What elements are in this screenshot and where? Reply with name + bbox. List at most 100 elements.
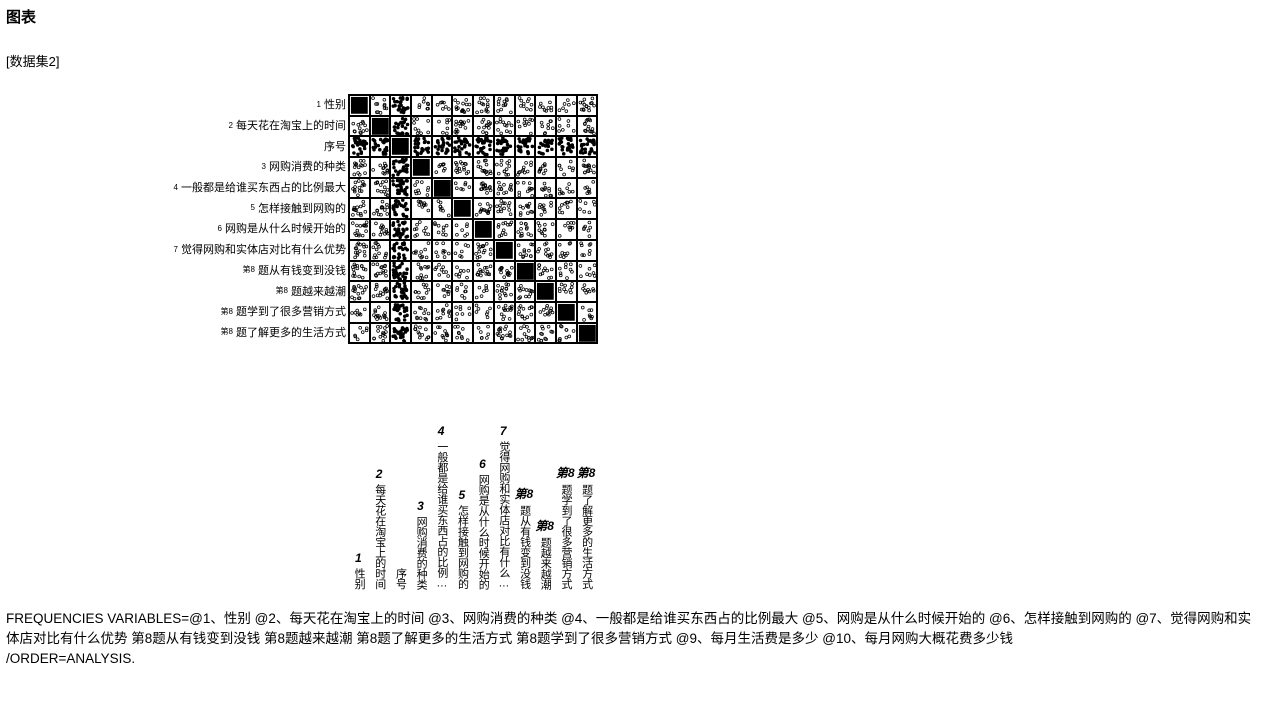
col-label: 第8题了解更多的生活方式 [576, 424, 597, 589]
matrix-cell [535, 157, 556, 178]
matrix-cell [452, 240, 473, 261]
matrix-cell [411, 261, 432, 282]
matrix-cell [556, 95, 577, 116]
matrix-cell [494, 302, 515, 323]
matrix-cell [411, 323, 432, 344]
matrix-cell [390, 136, 411, 157]
matrix-cell [577, 136, 598, 157]
row-label: 1性别 [6, 94, 348, 115]
matrix-cell [535, 136, 556, 157]
col-label: 1性别 [348, 424, 369, 589]
matrix-cell [515, 116, 536, 137]
matrix-cell [349, 302, 370, 323]
matrix-cell [494, 323, 515, 344]
matrix-cell [494, 116, 515, 137]
matrix-cell [494, 281, 515, 302]
matrix-cell [452, 281, 473, 302]
matrix-cell [515, 95, 536, 116]
matrix-cell [473, 136, 494, 157]
row-label: 4一般都是给谁买东西占的比例最大 [6, 177, 348, 198]
matrix-cell [577, 261, 598, 282]
row-label: 第8题了解更多的生活方式 [6, 322, 348, 343]
matrix-cell [494, 95, 515, 116]
matrix-cell [473, 116, 494, 137]
matrix-cell [515, 323, 536, 344]
matrix-cell [390, 198, 411, 219]
row-label: 第8题从有钱变到没钱 [6, 260, 348, 281]
matrix-cell [556, 198, 577, 219]
col-label: 6网购是从什么时候开始的 [472, 424, 493, 589]
matrix-cell [370, 261, 391, 282]
matrix-cell [349, 240, 370, 261]
matrix-cell [535, 178, 556, 199]
col-label: 3网购消费的种类 [410, 424, 431, 589]
matrix-cell [370, 302, 391, 323]
matrix-cell [432, 198, 453, 219]
row-label: 7觉得网购和实体店对比有什么优势 [6, 239, 348, 260]
matrix-cell [349, 178, 370, 199]
matrix-cell [577, 219, 598, 240]
matrix-cell [432, 95, 453, 116]
matrix-cell [473, 198, 494, 219]
matrix-cell [535, 323, 556, 344]
matrix-cell [370, 281, 391, 302]
matrix-cell [349, 261, 370, 282]
matrix-cell [556, 116, 577, 137]
matrix-cell [432, 178, 453, 199]
matrix-cell [390, 281, 411, 302]
row-labels: 1性别2每天花在淘宝上的时间序号3网购消费的种类4一般都是给谁买东西占的比例最大… [6, 94, 348, 342]
col-label: 第8题从有钱变到没钱 [514, 424, 535, 589]
col-labels: 1性别2每天花在淘宝上的时间序号3网购消费的种类4一般都是给谁买东西占的比例…5… [348, 424, 596, 589]
matrix-cell [390, 157, 411, 178]
matrix-cell [515, 219, 536, 240]
matrix-cell [370, 323, 391, 344]
matrix-cell [370, 136, 391, 157]
row-label: 序号 [6, 135, 348, 156]
matrix-cell [411, 95, 432, 116]
matrix-cell [473, 95, 494, 116]
row-label: 3网购消费的种类 [6, 156, 348, 177]
matrix-grid [348, 94, 598, 344]
matrix-cell [349, 323, 370, 344]
matrix-cell [390, 323, 411, 344]
matrix-cell [452, 198, 473, 219]
syntax-line-1: FREQUENCIES VARIABLES=@1、性别 @2、每天花在淘宝上的时… [6, 609, 1261, 648]
matrix-cell [452, 323, 473, 344]
matrix-cell [452, 157, 473, 178]
matrix-cell [556, 240, 577, 261]
matrix-cell [515, 178, 536, 199]
row-label: 第8题学到了很多营销方式 [6, 301, 348, 322]
matrix-cell [370, 219, 391, 240]
matrix-cell [452, 95, 473, 116]
matrix-cell [370, 116, 391, 137]
matrix-cell [473, 157, 494, 178]
matrix-cell [473, 240, 494, 261]
matrix-cell [535, 198, 556, 219]
matrix-cell [535, 240, 556, 261]
matrix-cell [494, 178, 515, 199]
matrix-cell [432, 323, 453, 344]
col-label: 第8题学到了很多营销方式 [555, 424, 576, 589]
matrix-cell [473, 323, 494, 344]
matrix-cell [411, 178, 432, 199]
matrix-cell [390, 95, 411, 116]
matrix-cell [494, 157, 515, 178]
col-label: 4一般都是给谁买东西占的比例… [431, 424, 452, 589]
matrix-cell [349, 136, 370, 157]
matrix-cell [577, 281, 598, 302]
matrix-cell [452, 116, 473, 137]
scatter-matrix: 1性别2每天花在淘宝上的时间序号3网购消费的种类4一般都是给谁买东西占的比例最大… [6, 90, 1263, 589]
matrix-cell [556, 323, 577, 344]
matrix-cell [370, 198, 391, 219]
matrix-cell [349, 281, 370, 302]
matrix-cell [494, 136, 515, 157]
col-label: 2每天花在淘宝上的时间 [369, 424, 390, 589]
matrix-cell [370, 178, 391, 199]
row-label: 2每天花在淘宝上的时间 [6, 115, 348, 136]
matrix-cell [473, 219, 494, 240]
matrix-cell [432, 261, 453, 282]
matrix-cell [432, 281, 453, 302]
matrix-cell [577, 95, 598, 116]
matrix-cell [349, 116, 370, 137]
matrix-cell [390, 116, 411, 137]
